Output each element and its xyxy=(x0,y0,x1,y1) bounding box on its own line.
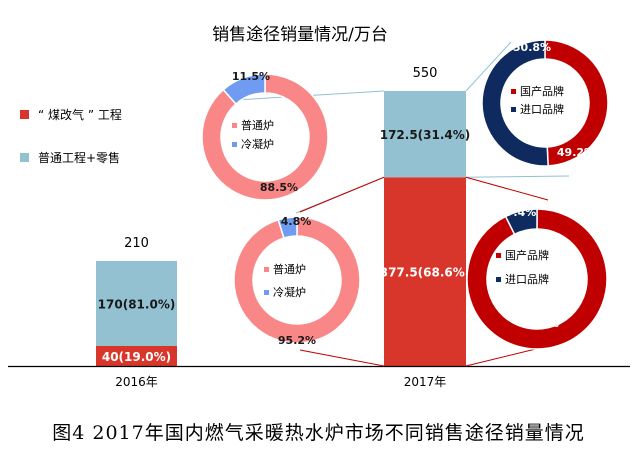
bar-label-0-1: 170(81.0%) xyxy=(98,298,176,312)
donut-2-legend-swatch-0 xyxy=(264,267,269,272)
donut-0-legend-label-1: 冷凝炉 xyxy=(241,137,274,151)
donut-1-slice-0 xyxy=(544,39,609,167)
donut-3-slice-label-1: 7.4% xyxy=(506,206,537,219)
donut-3-legend-swatch-1 xyxy=(496,277,501,282)
connector-line-5 xyxy=(299,349,385,367)
donut-2-legend-label-1: 冷凝炉 xyxy=(273,285,306,299)
x-tick-label-0: 2016年 xyxy=(115,375,158,389)
donut-1-slice-label-1: 50.8% xyxy=(513,41,551,54)
donut-0-slice-1 xyxy=(222,73,266,106)
bar-0-1 xyxy=(96,261,177,346)
donut-2-slice-1 xyxy=(277,216,298,239)
bar-1-1 xyxy=(384,91,466,178)
bar-label-0-0: 40(19.0%) xyxy=(102,350,171,364)
connector-line-6 xyxy=(465,176,549,201)
donut-1-slice-1 xyxy=(481,39,549,167)
donut-0-legend-swatch-1 xyxy=(232,142,237,147)
donut-0-slice-0 xyxy=(201,73,329,201)
bar-0-0 xyxy=(96,346,177,366)
donut-3-slice-1 xyxy=(504,208,538,236)
donut-0-slice-label-1: 11.5% xyxy=(232,70,270,83)
donut-0-slice-label-0: 88.5% xyxy=(260,181,298,194)
connector-line-4 xyxy=(299,176,385,213)
donut-1-legend-swatch-0 xyxy=(511,89,516,94)
donut-2-legend-label-0: 普通炉 xyxy=(273,262,306,276)
donut-2-slice-0 xyxy=(233,216,361,344)
bar-label-1-0: 377.5(68.6%) xyxy=(380,266,471,280)
donut-3-legend-label-0: 国产品牌 xyxy=(505,248,549,262)
connector-line-3 xyxy=(465,175,570,178)
donut-2-slice-label-0: 95.2% xyxy=(278,334,316,347)
total-label-0: 210 xyxy=(124,236,149,251)
donut-1-legend-label-0: 国产品牌 xyxy=(520,84,564,98)
donut-1-legend-label-1: 进口品牌 xyxy=(520,102,564,116)
sales-channel-chart: 销售途径销量情况/万台 40(19.0%) 170(81.0%) 210 2016年 37… xyxy=(8,25,630,389)
donut-3-slice-0 xyxy=(466,208,608,350)
legend-swatch-1 xyxy=(20,153,29,162)
chart-title: 销售途径销量情况/万台 xyxy=(212,25,388,45)
donut-3-slice-label-0: 92.6% xyxy=(521,317,559,330)
donut-1-slice-label-0: 49.2% xyxy=(557,146,595,159)
donut-3-legend-swatch-0 xyxy=(496,253,501,258)
total-label-1: 550 xyxy=(413,66,438,81)
donut-2-legend-swatch-1 xyxy=(264,290,269,295)
x-tick-label-1: 2017年 xyxy=(404,375,447,389)
donut-2-slice-label-1: 4.8% xyxy=(281,215,312,228)
legend-label-0: “ 煤改气 ” 工程 xyxy=(38,107,122,122)
connector-line-2 xyxy=(465,41,512,92)
donut-1-legend-swatch-1 xyxy=(511,107,516,112)
figure-caption: 图4 2017年国内燃气采暖热水炉市场不同销售途径销量情况 xyxy=(52,422,585,444)
donut-0-legend-swatch-0 xyxy=(232,123,237,128)
legend-label-1: 普通工程+零售 xyxy=(38,150,120,165)
donut-0-legend-label-0: 普通炉 xyxy=(241,118,274,132)
legend-swatch-0 xyxy=(20,110,29,119)
donut-3-legend-label-1: 进口品牌 xyxy=(505,272,549,286)
bar-label-1-1: 172.5(31.4%) xyxy=(380,128,471,142)
bar-1-0 xyxy=(384,177,466,366)
